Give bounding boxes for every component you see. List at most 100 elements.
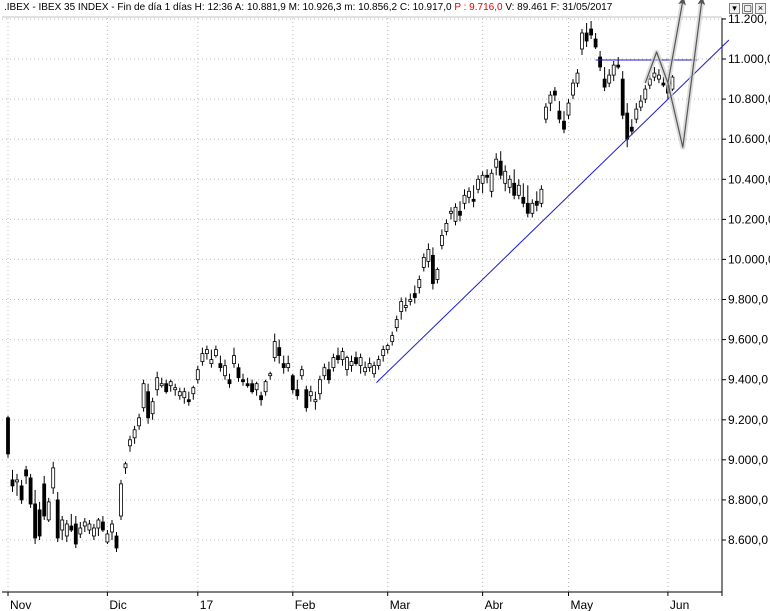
close-button[interactable]: × [755,3,766,14]
candle-body [204,349,209,355]
maximize-button[interactable]: ▢ [742,3,753,14]
candle-body [132,429,137,439]
candle-body [480,174,485,184]
candle [164,379,169,394]
candle [363,361,368,376]
candle [354,351,358,366]
candle-body [313,399,318,403]
candle [37,501,42,540]
candle-body [417,279,422,288]
candle-body [218,363,223,369]
candle [643,85,648,104]
candle [141,379,146,412]
min-value: m: 10.856,2 [344,2,398,13]
candle [634,103,639,124]
grid-lines [2,18,722,592]
projection-shadow [665,0,705,150]
candle-body [213,349,218,357]
candle [629,119,634,136]
candle-body [191,387,196,395]
candle [616,57,621,70]
candle-body [164,383,169,393]
candle-body [6,417,10,455]
candle [24,465,29,484]
candle [55,491,60,542]
candle-body [471,198,476,202]
candle-body [123,463,128,469]
candle-body [607,74,612,84]
candle [155,371,160,396]
candle [150,397,155,420]
candle-body [241,379,245,383]
candle-body [92,527,96,537]
minimize-button[interactable]: ▾ [729,3,740,14]
candle [33,489,37,544]
candle [670,75,675,92]
candle-body [625,112,630,140]
candle-body [69,525,74,531]
candle-body [421,256,426,268]
candle-body [349,361,354,367]
candle [607,69,612,88]
candle [159,377,164,388]
candle-body [435,269,440,280]
candle-body [128,439,132,447]
candle [385,343,390,354]
y-tick-label: 9.400,0 [728,373,768,387]
candle-body [494,158,499,168]
x-tick-label: Nov [10,598,31,611]
candle [69,513,74,532]
candle-body [73,523,78,545]
candle-body [299,369,304,377]
candle [498,151,503,180]
candle [281,355,286,374]
candle-body [354,357,358,365]
candle-body [553,90,557,96]
candle [259,391,264,406]
candle-body [304,389,309,409]
candle-body [575,72,580,84]
candle-body [272,341,277,359]
candle-body [661,82,666,86]
candle-body [286,363,291,369]
candle-body [232,355,236,365]
candle-body [60,519,65,531]
x-tick-label: May [571,598,594,611]
candle [191,385,196,400]
candle [512,169,517,200]
candle [241,373,245,386]
candle [661,77,666,88]
candle-body [548,94,553,104]
candle-body [114,535,119,549]
candle-body [657,74,661,80]
candle [358,353,363,374]
candle-body [562,120,566,130]
candle-body [168,381,173,387]
candle-body [358,357,363,367]
candle [584,23,589,47]
candle [232,347,236,368]
candle-body [177,391,182,397]
y-tick-label: 10.600,0 [728,132,770,146]
candle-body [620,78,625,116]
candle [408,293,413,306]
candle [507,175,512,194]
candle [73,516,78,548]
candle-body [512,182,517,196]
candle-body [453,206,458,222]
candle [78,522,83,538]
candle-body [634,108,639,120]
candle-body [557,110,562,120]
candle [589,21,593,39]
candle-body [539,188,544,204]
x-tick-label: Dic [109,598,126,611]
candle-body [254,383,259,391]
candle-body [101,521,105,531]
y-tick-label: 10.200,0 [728,212,770,226]
candle [349,355,354,372]
candle [105,530,110,544]
candle [638,95,643,112]
candle [657,69,661,84]
candle [42,475,47,520]
candle-body [381,349,386,357]
